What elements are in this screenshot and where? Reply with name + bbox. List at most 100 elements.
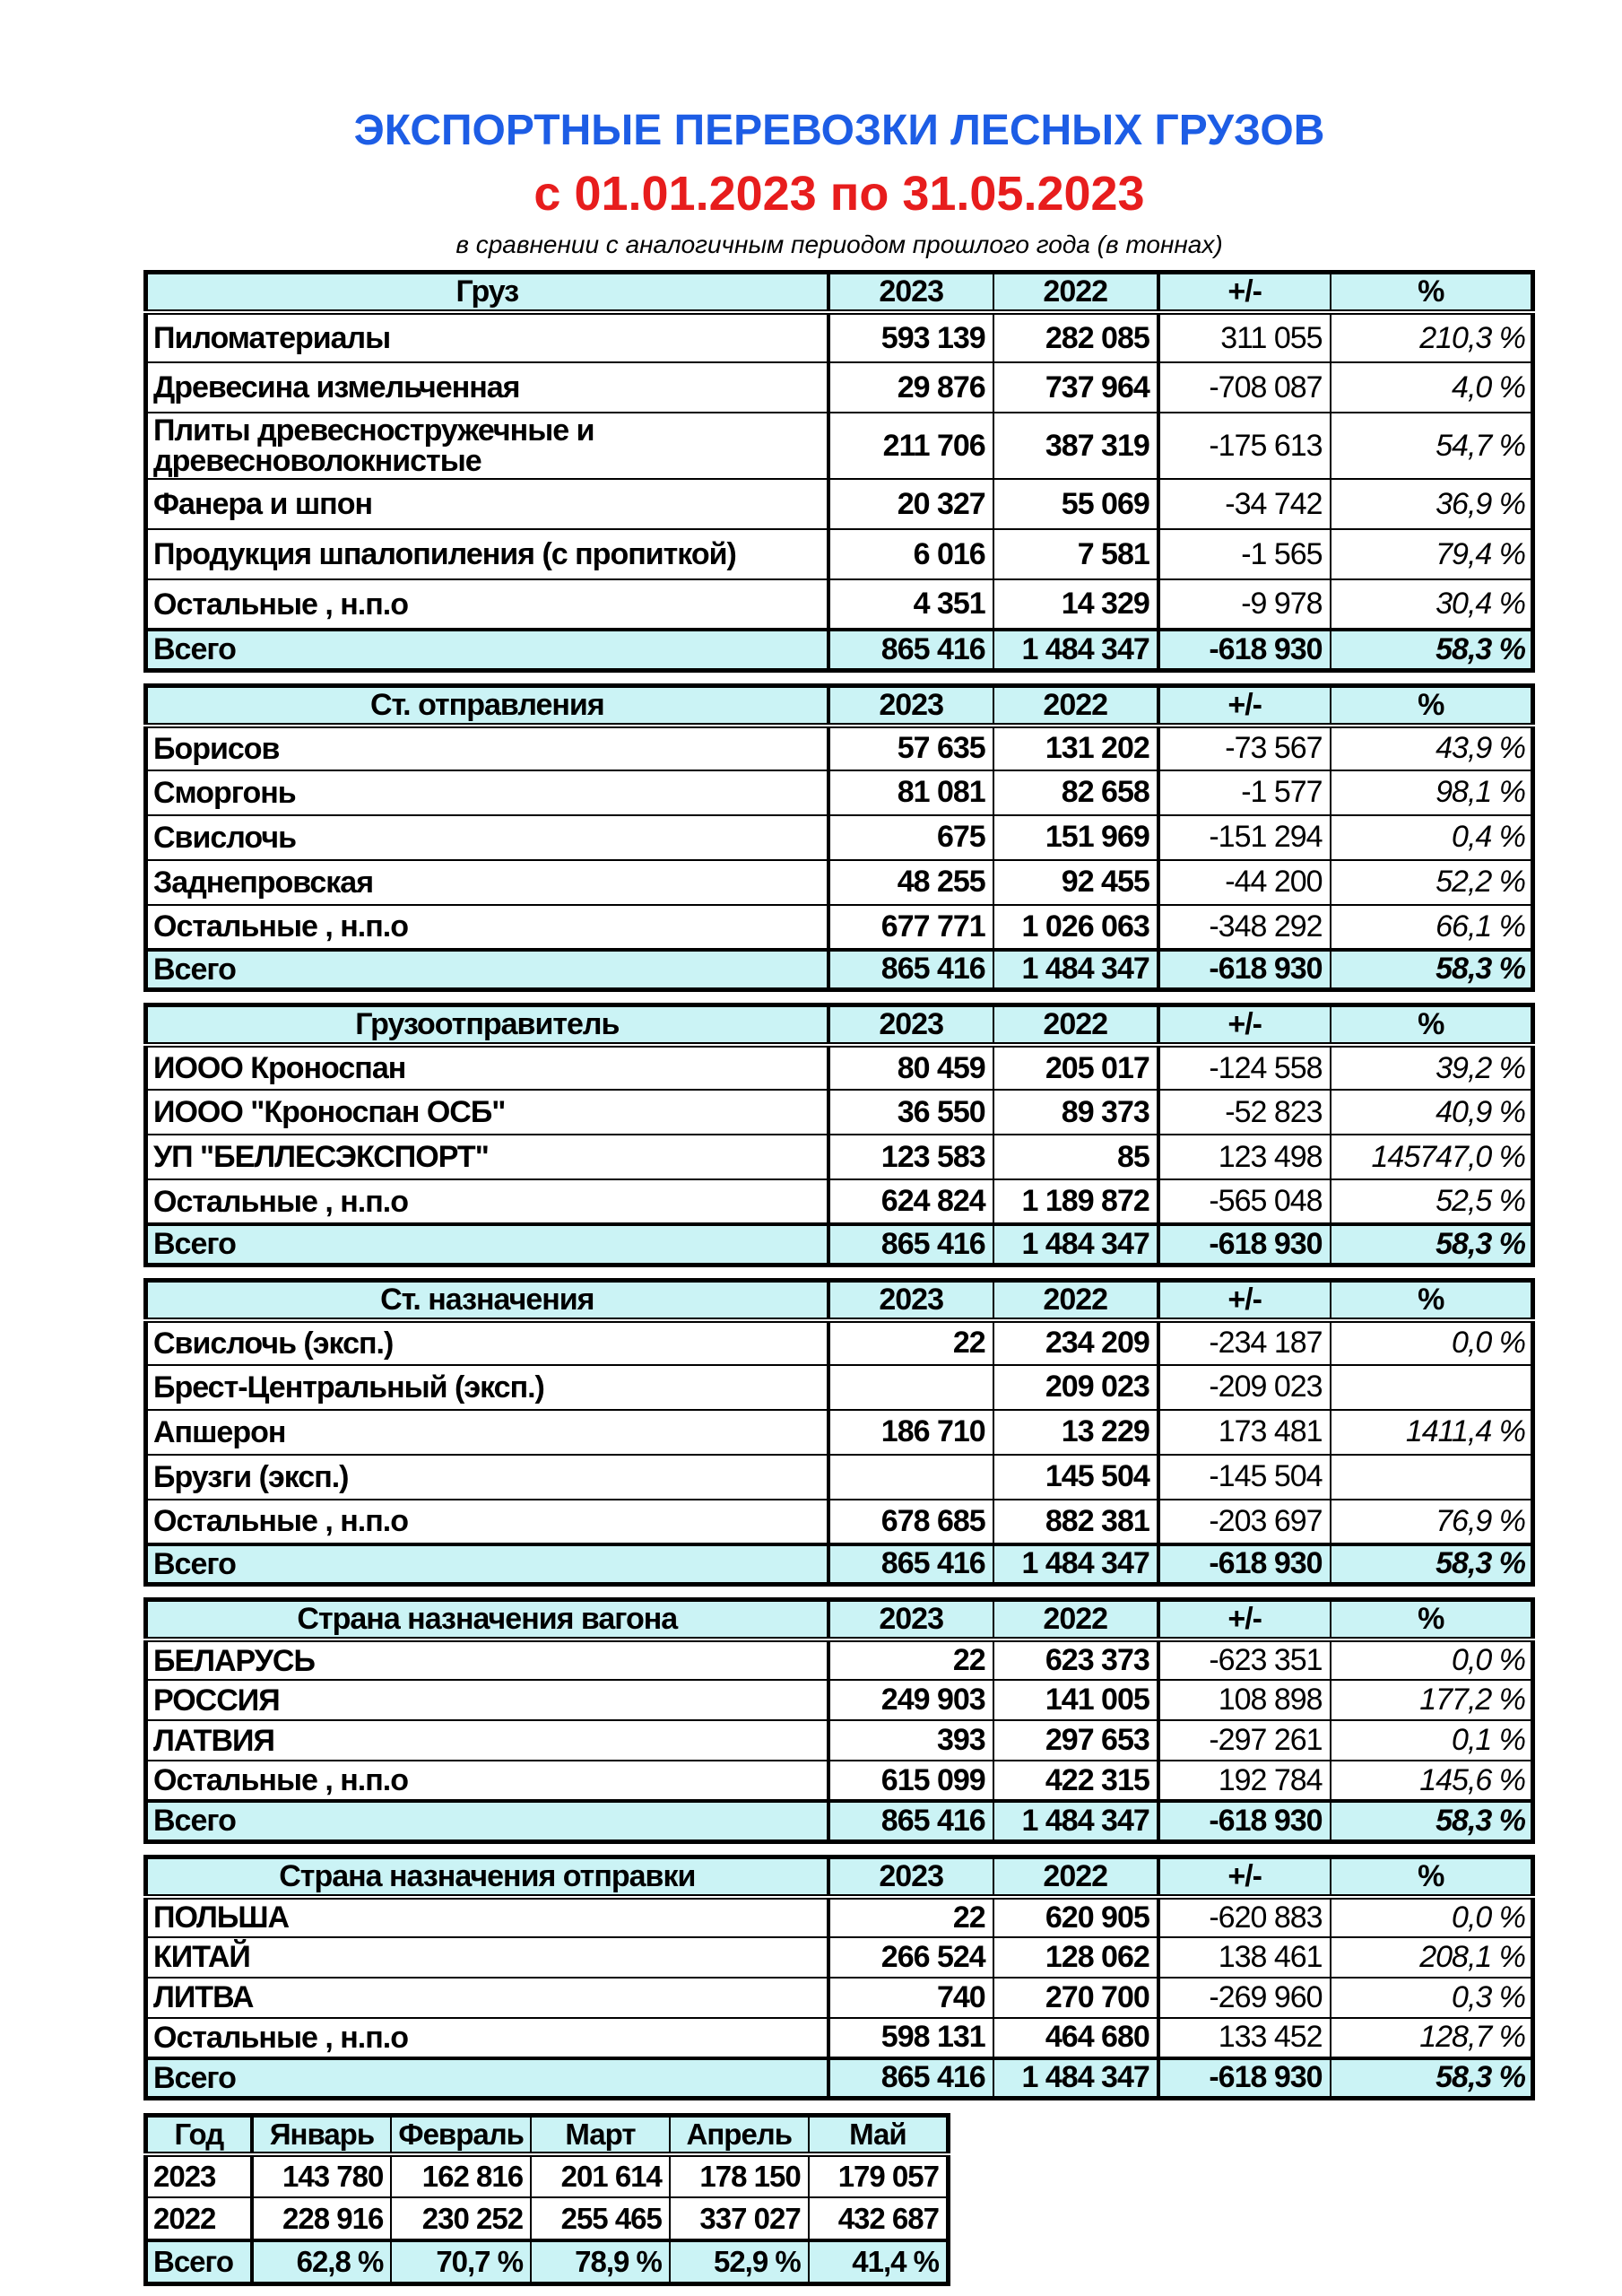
- value-delta: -623 351: [1156, 1639, 1331, 1681]
- value-2022: 128 062: [992, 1935, 1159, 1979]
- value-percent: 54,7 %: [1329, 412, 1534, 480]
- value-percent: 1411,4 %: [1329, 1408, 1534, 1456]
- value-2023: 81 081: [826, 769, 994, 816]
- row-label: КИТАЙ: [144, 1935, 829, 1979]
- row-label: ЛАТВИЯ: [144, 1719, 829, 1761]
- value-percent: 76,9 %: [1329, 1498, 1534, 1545]
- table-row: Плиты древесностружечные и древесноволок…: [144, 412, 1534, 480]
- total-percent: 58,3 %: [1329, 628, 1534, 671]
- section-header-row: Страна назначения отправки 2023 2022 +/-…: [144, 1856, 1534, 1900]
- column-header-may: Май: [807, 2114, 950, 2157]
- column-header-delta: +/-: [1156, 1856, 1331, 1900]
- value-2022: 145 504: [992, 1453, 1159, 1500]
- table-shipment-destination-countries: Страна назначения отправки 2023 2022 +/-…: [143, 1854, 1535, 2100]
- row-label: Остальные , н.п.о: [144, 1498, 829, 1545]
- section-title: Груз: [144, 271, 829, 315]
- value-january: 228 916: [249, 2196, 393, 2241]
- value-percent: 0,3 %: [1329, 1976, 1534, 2019]
- value-percent: 0,0 %: [1329, 1318, 1534, 1366]
- column-header-2022: 2022: [992, 1279, 1159, 1323]
- value-delta: -708 087: [1156, 361, 1331, 413]
- total-delta: -618 930: [1156, 628, 1331, 671]
- table-row: БЕЛАРУСЬ 22 623 373 -623 351 0,0 %: [144, 1639, 1534, 1681]
- total-2023: 865 416: [826, 2056, 994, 2100]
- row-label: Сморгонь: [144, 769, 829, 816]
- total-label: Всего: [144, 1542, 829, 1586]
- value-2023: 598 131: [826, 2016, 994, 2059]
- value-2023: 20 327: [826, 478, 994, 530]
- column-header-year: Год: [144, 2114, 253, 2157]
- value-2022: 141 005: [992, 1679, 1159, 1721]
- row-label: ИООО "Кроноспан ОСБ": [144, 1089, 829, 1135]
- value-2023: 740: [826, 1976, 994, 2019]
- value-percent: 79,4 %: [1329, 528, 1534, 580]
- total-2023: 865 416: [826, 628, 994, 671]
- value-delta: -151 294: [1156, 813, 1331, 861]
- value-delta: -73 567: [1156, 724, 1331, 771]
- section-title: Страна назначения вагона: [144, 1598, 829, 1642]
- year-label: 2023: [144, 2153, 253, 2198]
- value-delta: -269 960: [1156, 1976, 1331, 2019]
- value-2022: 55 069: [992, 478, 1159, 530]
- value-percent: 66,1 %: [1329, 903, 1534, 951]
- column-header-april: Апрель: [668, 2114, 810, 2157]
- column-header-percent: %: [1329, 1279, 1534, 1323]
- table-row: Брузги (эксп.) 145 504 -145 504: [144, 1453, 1534, 1500]
- value-2023: 186 710: [826, 1408, 994, 1456]
- row-label: Продукция шпалопиления (с пропиткой): [144, 528, 829, 580]
- value-percent: 0,1 %: [1329, 1719, 1534, 1761]
- section-title: Страна назначения отправки: [144, 1856, 829, 1900]
- total-label: Всего: [144, 1222, 829, 1265]
- table-row: Борисов 57 635 131 202 -73 567 43,9 %: [144, 724, 1534, 771]
- percent-april: 52,9 %: [668, 2239, 810, 2284]
- row-label: Остальные , н.п.о: [144, 1178, 829, 1225]
- total-label: Всего: [144, 628, 829, 671]
- row-label: Брест-Центральный (эксп.): [144, 1363, 829, 1411]
- value-2023: 80 459: [826, 1044, 994, 1091]
- total-label: Всего: [144, 2239, 253, 2284]
- value-2023: 6 016: [826, 528, 994, 580]
- value-percent: [1329, 1363, 1534, 1411]
- value-2022: 422 315: [992, 1760, 1159, 1802]
- column-header-2022: 2022: [992, 1004, 1159, 1048]
- value-percent: 43,9 %: [1329, 724, 1534, 771]
- row-label: Брузги (эксп.): [144, 1453, 829, 1500]
- value-delta: -9 978: [1156, 578, 1331, 631]
- value-2022: 623 373: [992, 1639, 1159, 1681]
- value-delta: -124 558: [1156, 1044, 1331, 1091]
- row-label: Плиты древесностружечные и древесноволок…: [144, 412, 829, 480]
- value-2022: 282 085: [992, 311, 1159, 363]
- row-label: Свислочь (эксп.): [144, 1318, 829, 1366]
- column-header-percent: %: [1329, 1598, 1534, 1642]
- value-2022: 85: [992, 1134, 1159, 1180]
- value-2022: 13 229: [992, 1408, 1159, 1456]
- value-percent: 40,9 %: [1329, 1089, 1534, 1135]
- total-2022: 1 484 347: [992, 2056, 1159, 2100]
- row-label: Остальные , н.п.о: [144, 578, 829, 631]
- section-header-row: Ст. назначения 2023 2022 +/- %: [144, 1279, 1534, 1323]
- value-2023: 22: [826, 1895, 994, 1938]
- value-delta: -209 023: [1156, 1363, 1331, 1411]
- value-2023: 266 524: [826, 1935, 994, 1979]
- table-row: РОССИЯ 249 903 141 005 108 898 177,2 %: [144, 1679, 1534, 1721]
- column-header-2023: 2023: [826, 1004, 994, 1048]
- value-percent: 30,4 %: [1329, 578, 1534, 631]
- value-march: 255 465: [530, 2196, 671, 2241]
- section-header-row: Груз 2023 2022 +/- %: [144, 271, 1534, 315]
- value-2022: 92 455: [992, 858, 1159, 906]
- percent-february: 70,7 %: [390, 2239, 533, 2284]
- value-percent: 145,6 %: [1329, 1760, 1534, 1802]
- row-label: УП "БЕЛЛЕСЭКСПОРТ": [144, 1134, 829, 1180]
- value-percent: 177,2 %: [1329, 1679, 1534, 1721]
- value-2023: [826, 1453, 994, 1500]
- value-delta: -1 565: [1156, 528, 1331, 580]
- value-2022: 464 680: [992, 2016, 1159, 2059]
- table-row: Свислочь 675 151 969 -151 294 0,4 %: [144, 813, 1534, 861]
- value-delta: -565 048: [1156, 1178, 1331, 1225]
- section-header-row: Страна назначения вагона 2023 2022 +/- %: [144, 1598, 1534, 1642]
- value-april: 178 150: [668, 2153, 810, 2198]
- table-row: Остальные , н.п.о 678 685 882 381 -203 6…: [144, 1498, 1534, 1545]
- table-row: Пиломатериалы 593 139 282 085 311 055 21…: [144, 311, 1534, 363]
- value-percent: 0,4 %: [1329, 813, 1534, 861]
- total-2023: 865 416: [826, 1542, 994, 1586]
